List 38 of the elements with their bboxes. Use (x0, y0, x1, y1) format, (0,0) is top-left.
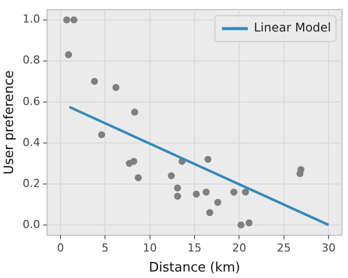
point (65, 51, 72, 58)
point (130, 158, 138, 165)
y-tick-label: 0.2 (22, 176, 40, 190)
point (112, 84, 120, 92)
y-tick-label: 0.4 (22, 136, 40, 149)
point (238, 221, 245, 228)
point (98, 131, 106, 138)
point (204, 156, 212, 163)
point (168, 172, 175, 180)
x-tick-label: 15 (188, 242, 202, 255)
legend-label: Linear Model (254, 20, 331, 35)
point (131, 108, 138, 116)
y-tick-label: 0.8 (22, 54, 40, 67)
point (206, 209, 214, 216)
point (192, 190, 200, 198)
y-tick-label: 0.0 (22, 218, 40, 231)
point (246, 219, 253, 226)
x-tick-label: 5 (102, 242, 109, 255)
point (174, 192, 182, 200)
x-tick-label: 0 (57, 242, 64, 255)
y-tick-label: 1.0 (22, 12, 40, 26)
point (202, 188, 210, 196)
x-tick-label: 20 (232, 242, 246, 255)
point (214, 198, 222, 206)
x-tick-label: 25 (276, 242, 291, 255)
point (174, 184, 182, 192)
x-axis-title: Distance (km) (148, 260, 240, 276)
point (297, 166, 304, 174)
y-tick-label: 0.6 (22, 94, 40, 108)
point (134, 174, 142, 182)
y-axis-title: User preference (2, 70, 18, 174)
point (63, 16, 70, 24)
point (90, 78, 98, 85)
point (230, 188, 238, 196)
x-tick-label: 10 (142, 242, 157, 255)
point (70, 16, 78, 24)
x-tick-label: 30 (322, 242, 336, 255)
point (242, 188, 249, 196)
